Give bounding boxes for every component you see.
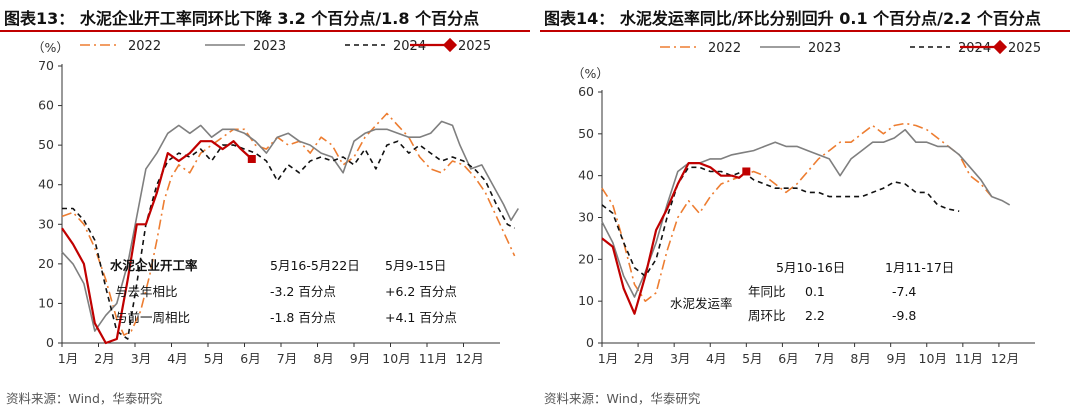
x-tick-label: 10月: [382, 351, 410, 366]
legend-label-2023: 2023: [808, 41, 841, 56]
legend-label-2022: 2022: [708, 41, 741, 56]
y-tick-label: 10: [38, 295, 54, 310]
x-tick-label: 12月: [991, 351, 1019, 366]
y-tick-label: 40: [578, 168, 594, 183]
x-tick-label: 10月: [919, 351, 947, 366]
chart-title: 图表13： 水泥企业开工率同环比下降 3.2 个百分点/1.8 个百分点: [4, 9, 480, 28]
x-tick-label: 2月: [634, 351, 654, 366]
series-line-2023: [61, 120, 519, 332]
y-tick-label: 70: [38, 58, 54, 73]
x-tick-label: 5月: [742, 351, 762, 366]
y-tick-label: 30: [38, 216, 54, 231]
annotation-header: 5月16-5月22日: [270, 258, 360, 273]
chart-panel-left: 图表13： 水泥企业开工率同环比下降 3.2 个百分点/1.8 个百分点 0 10…: [0, 0, 530, 410]
series-end-marker-2025: [742, 167, 751, 176]
x-tick-label: 6月: [240, 351, 260, 366]
x-tick-label: 7月: [277, 351, 297, 366]
annotation-cell: +6.2 百分点: [385, 284, 457, 299]
chart-source: 资料来源：Wind，华泰研究: [544, 391, 701, 406]
legend-label-2022: 2022: [128, 39, 161, 54]
annotation-header: 5月10-16日: [776, 260, 845, 275]
x-tick-label: 1月: [58, 351, 78, 366]
x-tick-label: 3月: [131, 351, 151, 366]
chart-source: 资料来源：Wind，华泰研究: [6, 391, 163, 406]
x-tick-label: 1月: [598, 351, 618, 366]
chart-title-bar: 图表14： 水泥发运率同比/环比分别回升 0.1 个百分点/2.2 个百分点: [540, 0, 1070, 32]
annotation-cell: -1.8 百分点: [270, 310, 336, 325]
y-tick-label: 40: [38, 177, 54, 192]
y-axis-label: （%）: [572, 66, 609, 81]
y-tick-label: 10: [578, 293, 594, 308]
annotation-header: 水泥企业开工率: [110, 258, 198, 273]
x-tick-label: 9月: [350, 351, 370, 366]
series-line-2022: [61, 112, 516, 336]
x-tick-label: 11月: [955, 351, 983, 366]
y-tick-label: 0: [46, 335, 54, 350]
legend-label-2025: 2025: [1008, 41, 1041, 56]
chart-title-bar: 图表13： 水泥企业开工率同环比下降 3.2 个百分点/1.8 个百分点: [0, 0, 530, 32]
y-axis-label: （%）: [32, 40, 69, 55]
legend-label-2025: 2025: [458, 39, 491, 54]
x-tick-label: 9月: [886, 351, 906, 366]
x-tick-label: 6月: [778, 351, 798, 366]
legend-label-2023: 2023: [253, 39, 286, 54]
annotation-cell: 与前一周相比: [115, 310, 190, 325]
annotation-header: 5月9-15日: [385, 258, 446, 273]
y-tick-label: 20: [38, 256, 54, 271]
x-tick-label: 7月: [814, 351, 834, 366]
annotation-header: 1月11-17日: [885, 260, 954, 275]
chart-svg-right: 0 10 20 30 40 50 60 （%） 1月 2月 3月 4月 5月 6月 7月 8月 9月 10月 11月…: [572, 39, 1041, 366]
annotation-row-label: 水泥发运率: [670, 296, 733, 311]
series-line-2025: [61, 140, 253, 345]
annotation-cell: +4.1 百分点: [385, 310, 457, 325]
annotation-cell: 2.2: [805, 308, 825, 323]
annotation-cell: -3.2 百分点: [270, 284, 336, 299]
x-tick-label: 2月: [94, 351, 114, 366]
x-tick-label: 8月: [850, 351, 870, 366]
legend-label-2024: 2024: [958, 41, 991, 56]
y-tick-label: 20: [578, 251, 594, 266]
x-tick-label: 12月: [455, 351, 483, 366]
x-tick-label: 3月: [670, 351, 690, 366]
y-tick-label: 60: [38, 98, 54, 113]
y-tick-label: 30: [578, 210, 594, 225]
annotation-cell: -7.4: [892, 284, 916, 299]
x-tick-label: 4月: [167, 351, 187, 366]
legend-marker-2025: [442, 37, 458, 53]
series-line-2025: [601, 162, 748, 315]
chart-svg-left: 0 10 20 30 40 50 60 70 （%） 1月 2月 3月 4月 5月 6月 7月 8月 9月 10月 1…: [32, 37, 519, 366]
y-tick-label: 50: [38, 137, 54, 152]
series-line-2022: [601, 122, 993, 303]
annotation-cell: -9.8: [892, 308, 916, 323]
chart-title: 图表14： 水泥发运率同比/环比分别回升 0.1 个百分点/2.2 个百分点: [544, 9, 1041, 28]
y-tick-label: 50: [578, 126, 594, 141]
chart-panel-right: 图表14： 水泥发运率同比/环比分别回升 0.1 个百分点/2.2 个百分点 0…: [540, 0, 1070, 410]
series-line-2023: [601, 128, 1011, 298]
x-tick-label: 5月: [204, 351, 224, 366]
y-tick-label: 0: [586, 335, 594, 350]
x-tick-label: 4月: [706, 351, 726, 366]
annotation-cell: 年同比: [748, 284, 786, 299]
annotation-cell: 0.1: [805, 284, 825, 299]
annotation-cell: 与去年相比: [115, 284, 178, 299]
x-tick-label: 11月: [419, 351, 447, 366]
annotation-cell: 周环比: [748, 308, 786, 323]
x-tick-label: 8月: [313, 351, 333, 366]
legend-label-2024: 2024: [393, 39, 426, 54]
series-end-marker-2025: [247, 154, 256, 163]
y-tick-label: 60: [578, 84, 594, 99]
series-line-2024: [601, 166, 960, 277]
legend-marker-2025: [992, 39, 1008, 55]
